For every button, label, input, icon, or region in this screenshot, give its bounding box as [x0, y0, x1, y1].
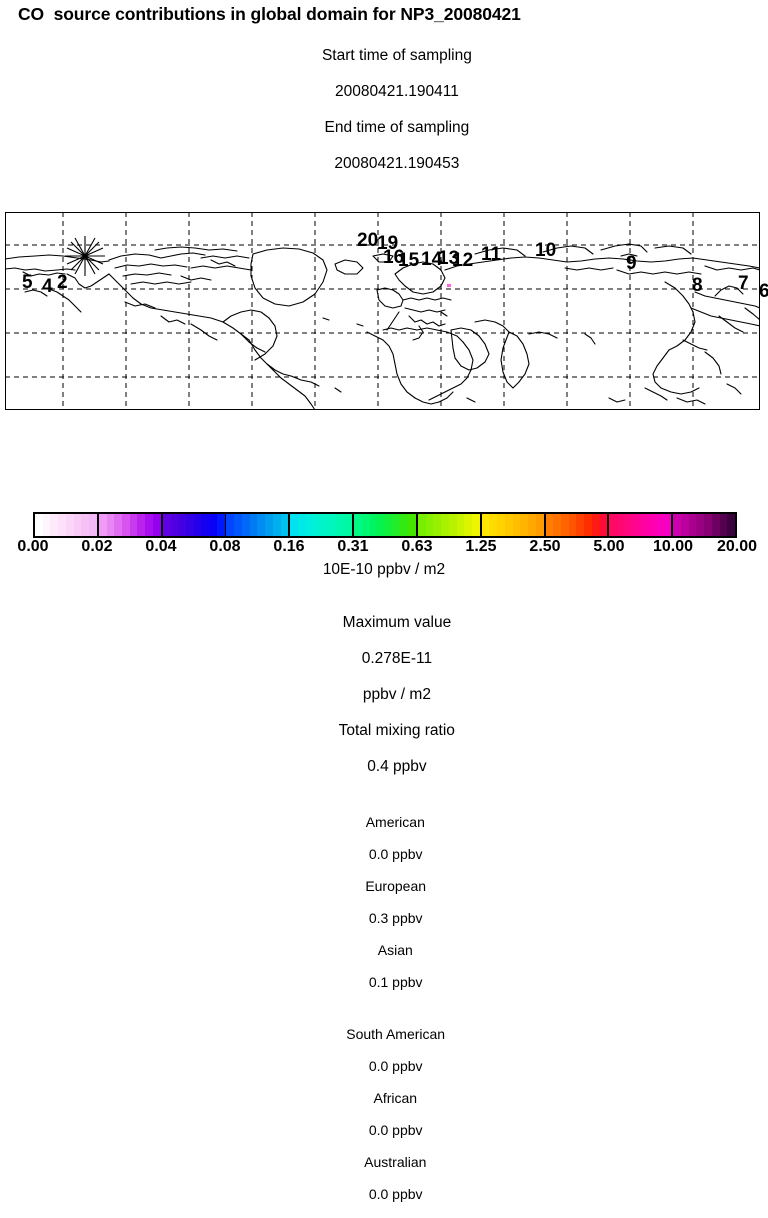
statistics-block: Maximum value 0.278E-11 ppbv / m2 Total … [0, 592, 768, 1218]
south-american-label: South American [346, 1026, 446, 1042]
max-value-units: ppbv / m2 [362, 686, 431, 703]
concentration-pixel [447, 284, 451, 287]
traj-label-16: 16 [383, 247, 405, 268]
traj-label-6: 6 [759, 281, 768, 302]
colorbar-tick-0: 0.00 [17, 538, 49, 555]
world-map: 5 4 2 20 19 16 15 14 13 12 11 10 9 8 7 6 [5, 212, 768, 410]
colorbar-tick-10: 10.00 [652, 538, 694, 555]
start-time-value: 20080421.190411 [335, 83, 459, 100]
map-vector-layer [5, 212, 760, 410]
total-mixing-ratio-label: Total mixing ratio [338, 722, 455, 739]
traj-label-2: 2 [57, 272, 68, 293]
page-title: CO source contributions in global domain… [18, 4, 521, 24]
end-time-value: 20080421.190453 [334, 155, 460, 172]
stats-row-north: American 0.0 ppbv European 0.3 ppbv Asia… [0, 798, 768, 1006]
plot-page: CO source contributions in global domain… [0, 4, 768, 1202]
end-time-label: End time of sampling [324, 119, 470, 136]
stats-row-south: South American 0.0 ppbv African 0.0 ppbv… [0, 1010, 768, 1218]
stats-row-maximum: Maximum value 0.278E-11 ppbv / m2 Total … [0, 596, 768, 794]
australian-value: 0.0 ppbv [368, 1186, 423, 1202]
colorbar-tick-8: 2.50 [529, 538, 561, 555]
traj-label-9: 9 [626, 253, 637, 274]
sampling-time-line: Start time of sampling 20080421.190411 E… [0, 29, 768, 191]
colorbar-segment [417, 514, 482, 536]
american-value: 0.0 ppbv [368, 846, 423, 862]
colorbar-segment [673, 514, 735, 536]
african-value: 0.0 ppbv [368, 1122, 423, 1138]
colorbar-tick-4: 0.16 [273, 538, 305, 555]
traj-label-13: 13 [438, 248, 460, 269]
colorbar-segment [354, 514, 418, 536]
colorbar-unit-label: 10E-10 ppbv / m2 [322, 561, 446, 578]
colorbar-segment [481, 514, 546, 536]
south-american-value: 0.0 ppbv [368, 1058, 423, 1074]
colorbar-tick-9: 5.00 [593, 538, 625, 555]
traj-label-7: 7 [738, 273, 749, 294]
colorbar-tick-2: 0.04 [145, 538, 177, 555]
colorbar-tick-5: 0.31 [337, 538, 369, 555]
colorbar-gradient [33, 512, 737, 538]
traj-label-4: 4 [42, 276, 53, 297]
asian-label: Asian [377, 942, 413, 958]
traj-label-11: 11 [481, 244, 502, 265]
release-starburst-icon [65, 236, 105, 276]
traj-label-14: 14 [421, 249, 443, 270]
colorbar-segment [609, 514, 674, 536]
colorbar-segment [35, 514, 99, 536]
traj-label-10: 10 [535, 240, 557, 261]
traj-label-15: 15 [398, 250, 420, 271]
colorbar-tick-7: 1.25 [465, 538, 497, 555]
australian-label: Australian [364, 1154, 427, 1170]
colorbar-tick-6: 0.63 [401, 538, 433, 555]
traj-label-19: 19 [377, 233, 399, 254]
traj-label-8: 8 [692, 275, 703, 296]
asian-value: 0.1 ppbv [368, 974, 423, 990]
start-time-label: Start time of sampling [321, 47, 472, 64]
colorbar-tick-1: 0.02 [81, 538, 113, 555]
european-value: 0.3 ppbv [368, 910, 423, 926]
traj-label-20: 20 [357, 230, 379, 251]
colorbar-segment [162, 514, 227, 536]
colorbar-segment [290, 514, 355, 536]
traj-label-12: 12 [452, 250, 474, 271]
colorbar-tick-3: 0.08 [209, 538, 241, 555]
european-label: European [365, 878, 427, 894]
max-value-number: 0.278E-11 [361, 650, 433, 667]
colorbar-segment [98, 514, 163, 536]
total-mixing-ratio-value: 0.4 ppbv [367, 758, 427, 775]
colorbar-segment [545, 514, 610, 536]
coastlines [5, 243, 760, 410]
colorbar-segment [226, 514, 291, 536]
colorbar-tick-11: 20.00 [716, 538, 758, 555]
colorbar-tick-labels: 0.00 0.02 0.04 0.08 0.16 0.31 0.63 1.25 2.50 5.00… [0, 538, 768, 558]
african-label: African [373, 1090, 418, 1106]
traj-label-5: 5 [22, 272, 33, 293]
american-label: American [365, 814, 425, 830]
colorbar [33, 512, 737, 538]
max-value-label: Maximum value [342, 614, 452, 631]
